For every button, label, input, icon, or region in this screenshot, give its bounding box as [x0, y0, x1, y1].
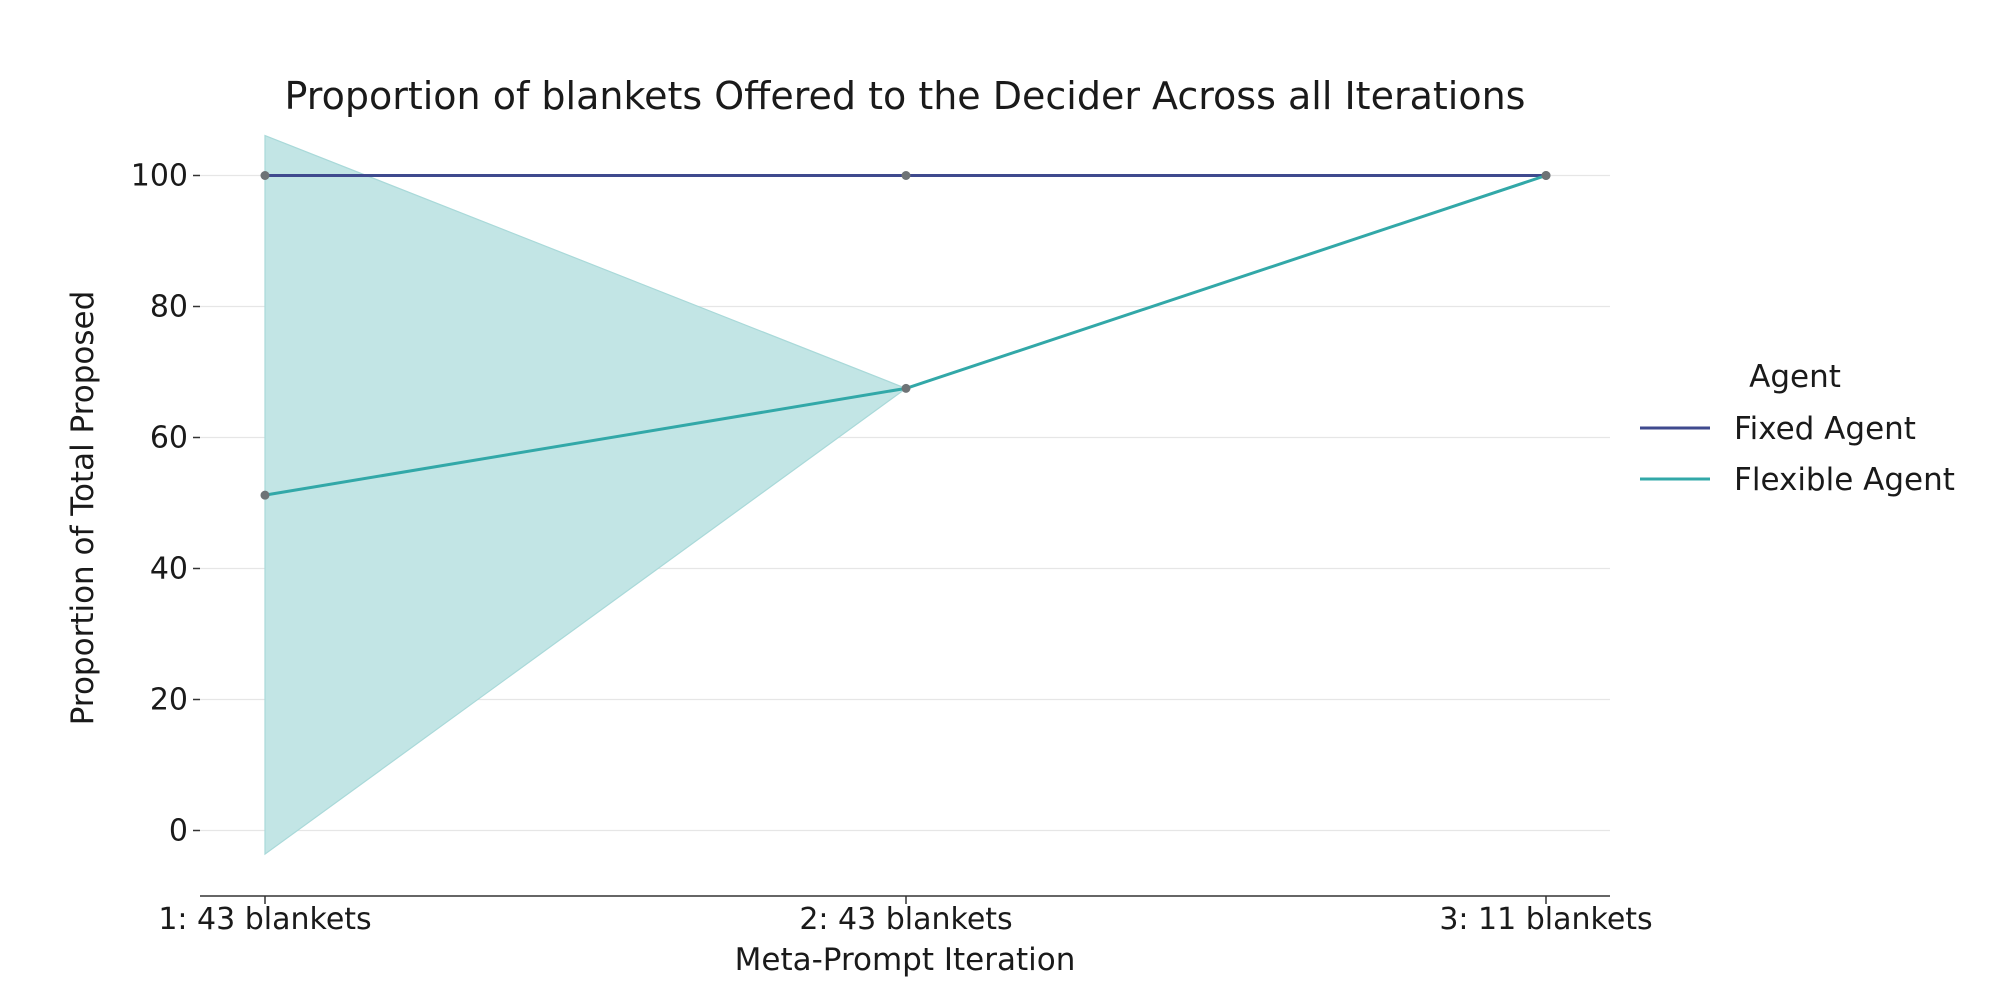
y-tick-label-40: 40	[150, 552, 188, 587]
y-tick-label-80: 80	[150, 290, 188, 325]
chart-title: Proportion of blankets Offered to the De…	[285, 74, 1526, 118]
fixed-agent-point-2	[901, 171, 911, 180]
y-tick-label-100: 100	[131, 159, 188, 194]
confidence-bands	[264, 134, 1547, 856]
x-axis-ticks: 1: 43 blankets 2: 43 blankets 3: 11 blanke…	[158, 896, 1653, 937]
y-tick-label-60: 60	[150, 421, 188, 456]
flexible-agent-point-1	[260, 490, 270, 500]
y-axis-label: Proportion of Total Proposed	[65, 291, 101, 726]
legend-title: Agent	[1749, 359, 1841, 395]
y-tick-label-20: 20	[150, 683, 188, 718]
flexible-agent-point-2	[901, 383, 911, 393]
fixed-agent-point-1	[260, 171, 270, 180]
flexible-agent-point-3	[1541, 171, 1551, 180]
y-tick-label-0: 0	[169, 814, 188, 849]
x-tick-label-3: 3: 11 blankets	[1439, 902, 1652, 937]
fixed-agent-legend-label: Fixed Agent	[1734, 411, 1916, 447]
flexible-agent-legend-label: Flexible Agent	[1734, 462, 1955, 498]
y-axis-ticks: 0 20 40 60 80 100	[131, 159, 200, 849]
x-tick-label-2: 2: 43 blankets	[799, 902, 1012, 937]
x-tick-label-1: 1: 43 blankets	[158, 902, 371, 937]
flexible-agent-confidence-band	[264, 134, 1547, 856]
x-axis-label: Meta-Prompt Iteration	[735, 942, 1076, 978]
legend: Agent Fixed Agent Flexible Agent	[1640, 359, 1955, 498]
data-points	[260, 171, 1551, 500]
